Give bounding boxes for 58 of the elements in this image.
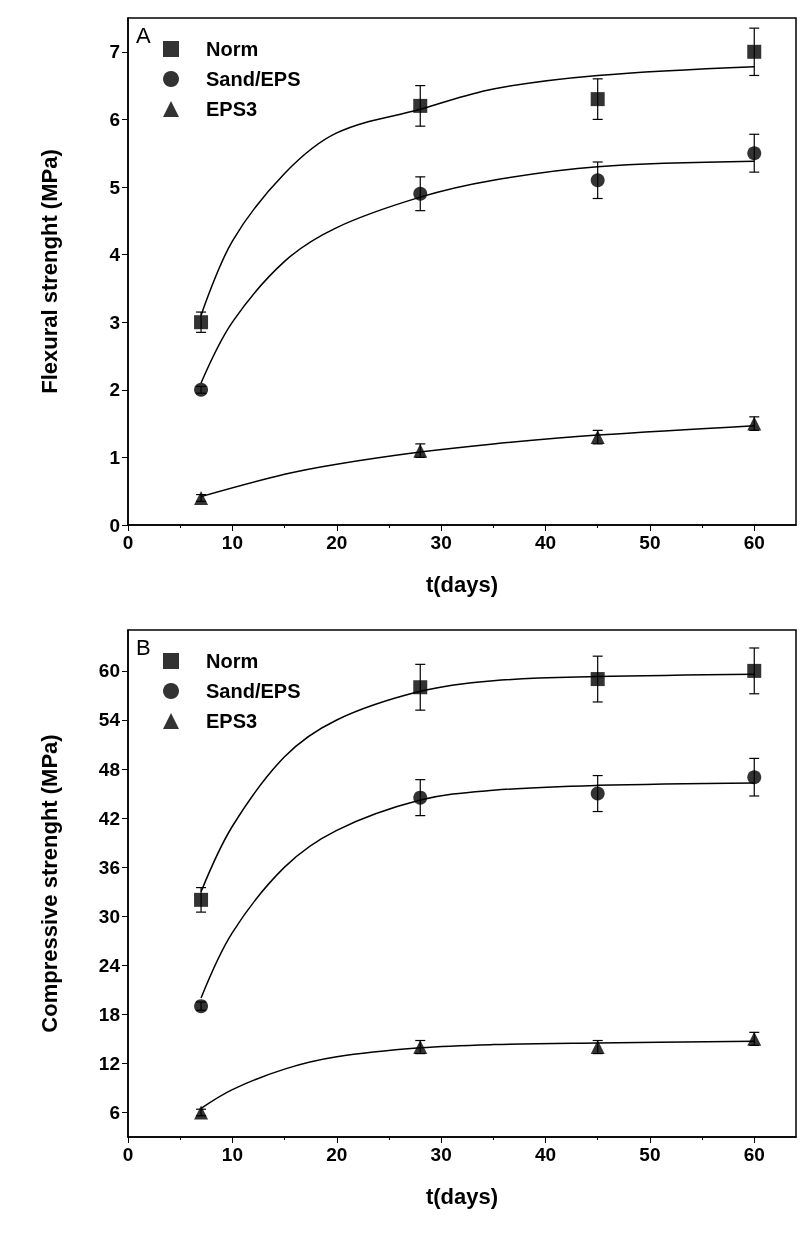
point [747, 663, 762, 678]
y-tick-label: 6 [109, 108, 120, 130]
legend-label: Sand/EPS [206, 680, 301, 702]
legend-label: EPS3 [206, 710, 258, 732]
y-tick-label: 36 [98, 856, 120, 878]
y-tick-label: 0 [109, 514, 120, 536]
legend-label: Sand/EPS [206, 68, 301, 90]
x-tick-label: 10 [221, 1144, 243, 1165]
point [194, 892, 209, 907]
y-tick-label: 54 [98, 709, 121, 731]
point [747, 770, 762, 785]
y-tick-label: 18 [98, 1003, 120, 1025]
x-tick-label: 50 [639, 1144, 661, 1165]
y-tick-label: 42 [98, 807, 120, 829]
y-tick-label: 6 [109, 1101, 120, 1123]
y-tick-label: 30 [98, 905, 120, 927]
y-axis-title: Flexural strenght (MPa) [36, 149, 62, 394]
x-tick-label: 60 [743, 532, 765, 553]
point [413, 98, 428, 113]
x-tick-label: 0 [122, 1144, 134, 1165]
x-tick-label: 60 [743, 1144, 765, 1165]
x-tick-label: 10 [221, 532, 243, 553]
x-tick-label: 40 [534, 532, 557, 553]
point [747, 146, 762, 161]
annotation: B [136, 634, 151, 660]
y-tick-label: 12 [98, 1052, 120, 1074]
x-tick-label: 0 [122, 532, 134, 553]
x-tick-label: 20 [326, 532, 348, 553]
x-tick-label: 20 [326, 1144, 348, 1165]
y-tick-label: 2 [109, 379, 120, 401]
y-tick-label: 3 [109, 311, 120, 333]
x-axis-title: t(days) [425, 1183, 499, 1209]
y-tick-label: 60 [98, 660, 120, 682]
point [194, 315, 209, 330]
y-tick-label: 48 [98, 758, 120, 780]
point [413, 680, 428, 695]
x-tick-label: 50 [639, 532, 661, 553]
x-tick-label: 40 [534, 1144, 557, 1165]
point [590, 173, 605, 188]
legend-label: Norm [206, 650, 259, 672]
x-tick-label: 30 [430, 532, 452, 553]
y-tick-label: 24 [98, 954, 121, 976]
y-axis-title: Compressive strenght (MPa) [36, 734, 62, 1033]
point [413, 186, 428, 201]
x-axis-title: t(days) [425, 571, 499, 597]
point [590, 786, 605, 801]
legend-label: EPS3 [206, 98, 258, 120]
legend-label: Norm [206, 38, 259, 60]
y-tick-label: 7 [109, 41, 120, 63]
point [590, 92, 605, 107]
x-tick-label: 30 [430, 1144, 452, 1165]
y-tick-label: 4 [109, 244, 121, 266]
point [413, 790, 428, 805]
point [747, 44, 762, 59]
y-tick-label: 5 [109, 176, 121, 198]
y-tick-label: 1 [109, 446, 121, 468]
annotation: A [136, 22, 151, 48]
point [590, 672, 605, 687]
